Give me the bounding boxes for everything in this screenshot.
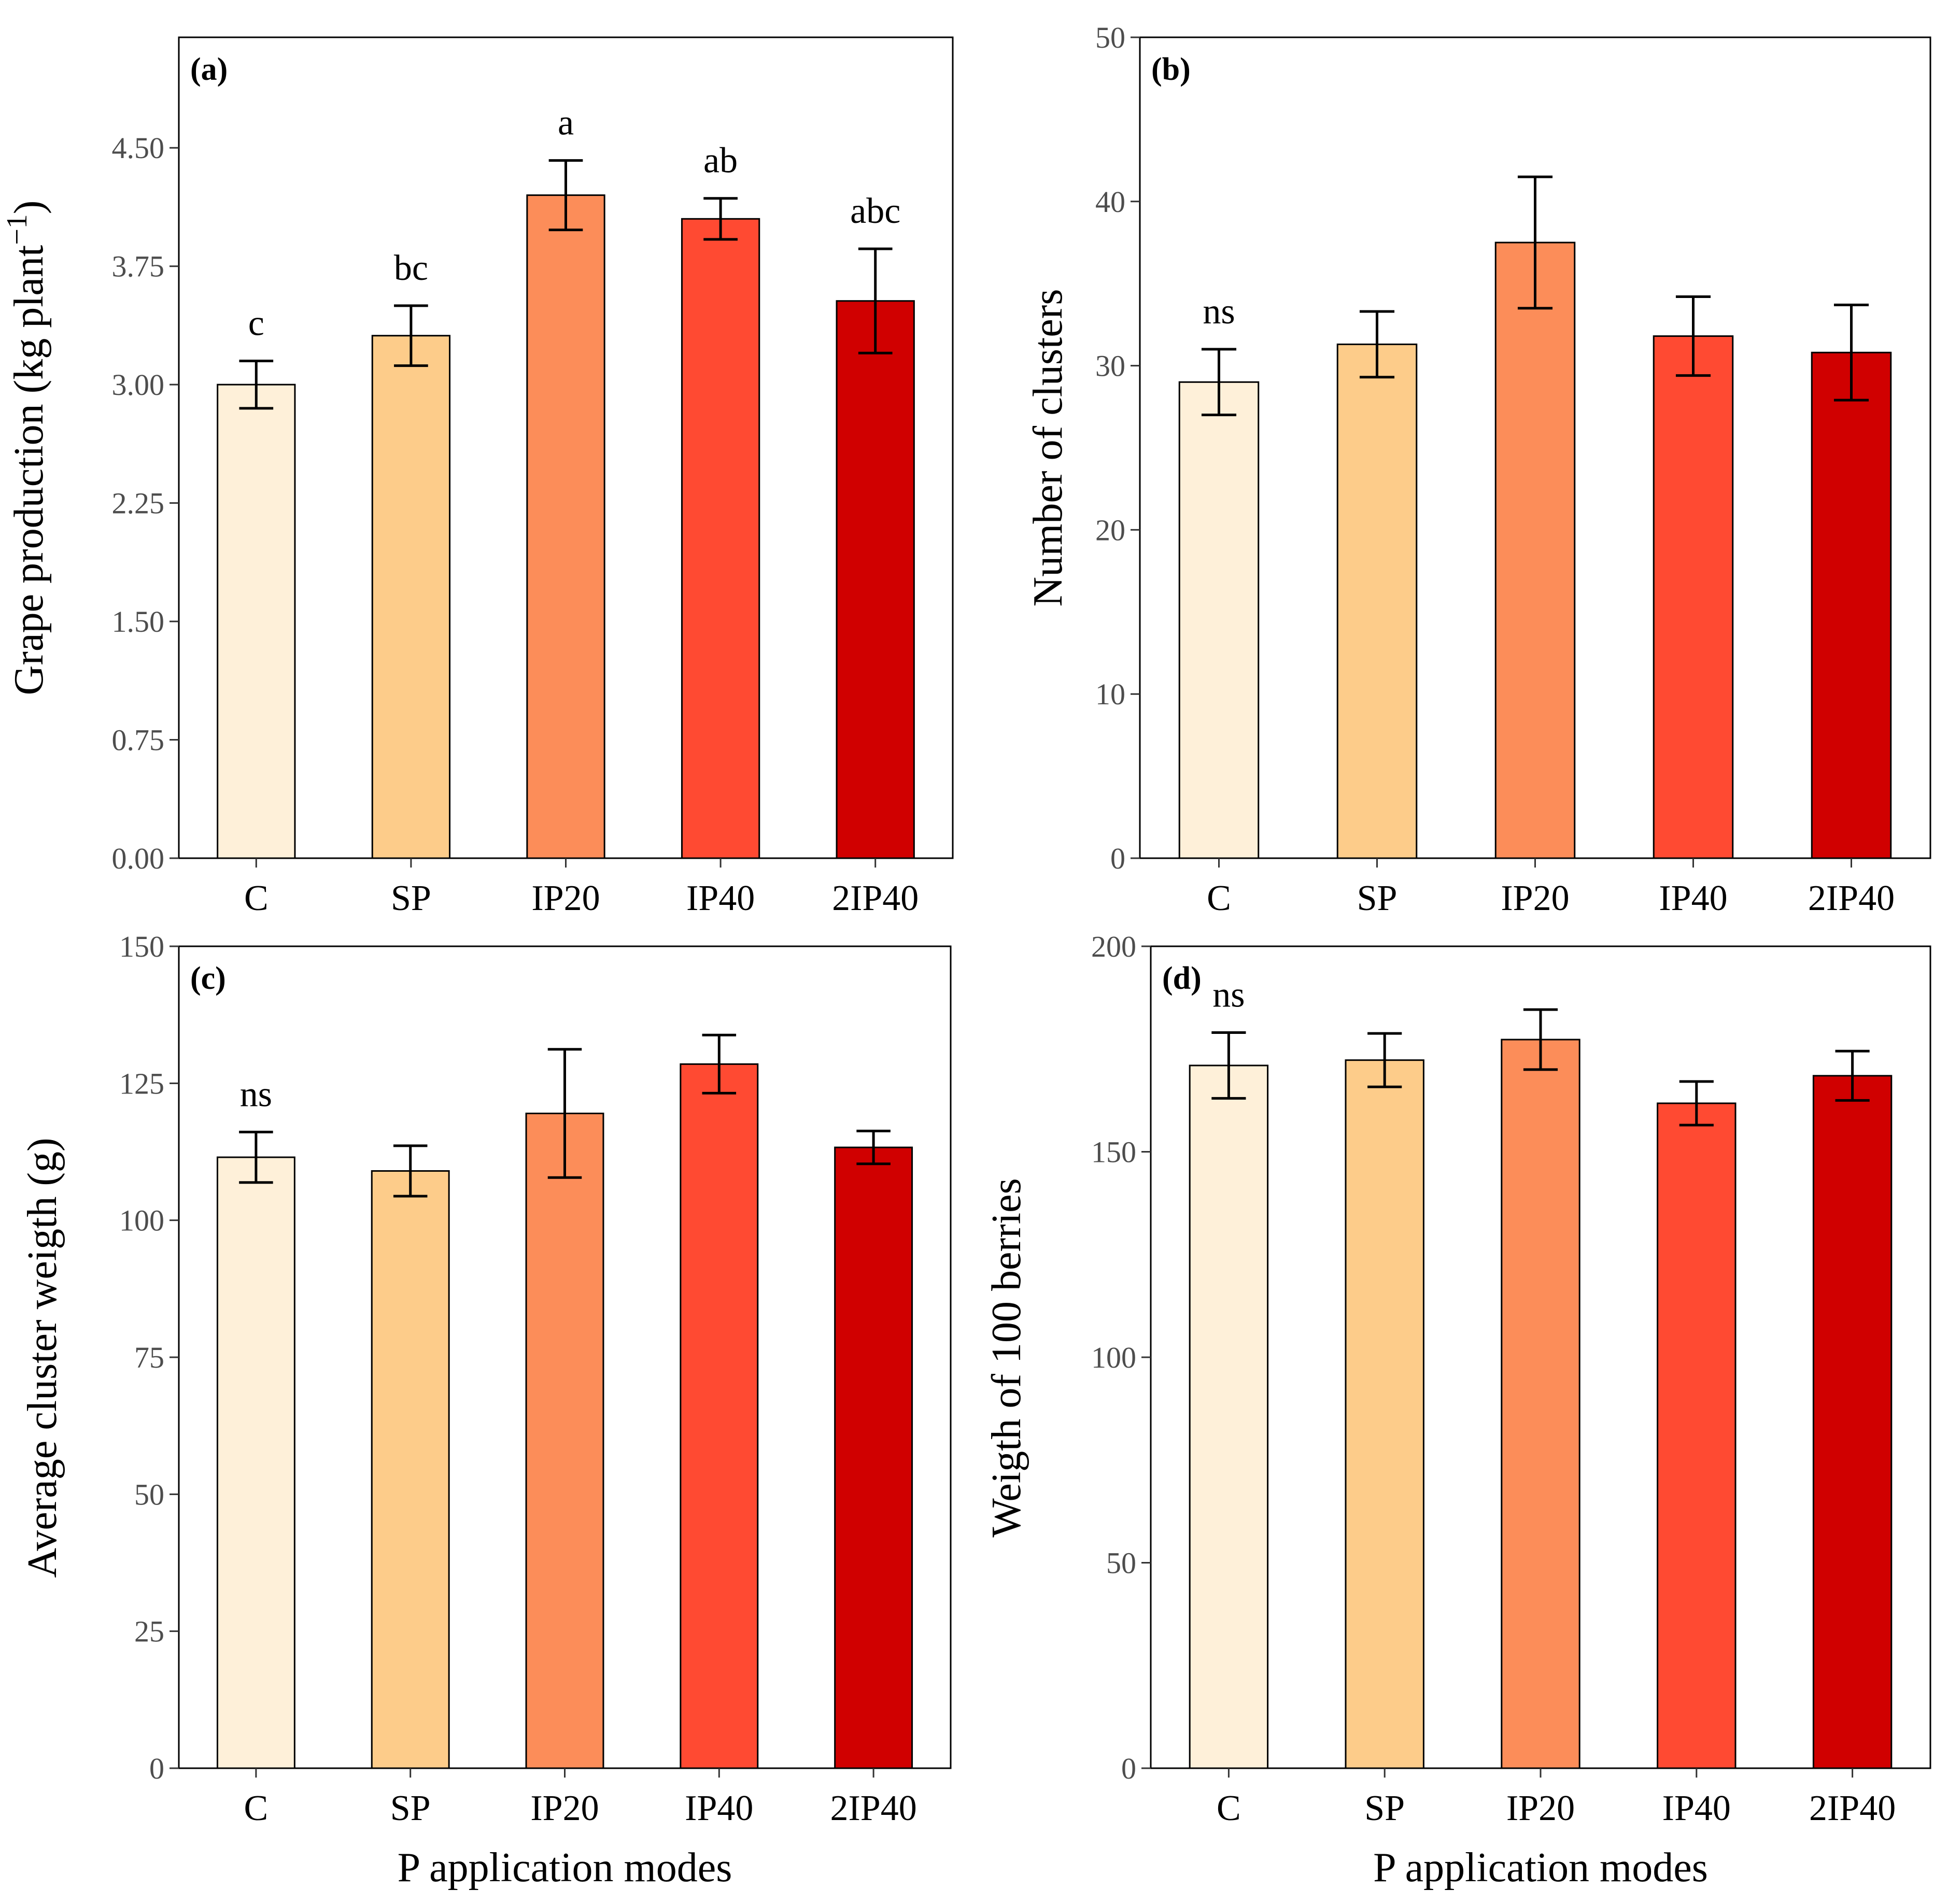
x-tick-label-SP: SP — [390, 1788, 431, 1828]
panel-tag: (d) — [1162, 961, 1202, 996]
y-tick-label: 100 — [119, 1204, 164, 1238]
y-tick-label: 150 — [1091, 1135, 1136, 1169]
bar-SP — [1336, 343, 1418, 859]
y-axis-title: Weigth of 100 berries — [984, 1178, 1029, 1537]
y-tick-label: 40 — [1095, 185, 1125, 219]
x-tick-label-IP40: IP40 — [686, 878, 755, 918]
significance-label-C: ns — [240, 1074, 272, 1114]
y-tick-label: 50 — [1106, 1546, 1136, 1580]
y-tick-label: 150 — [119, 930, 164, 963]
significance-label-2IP40: abc — [850, 191, 900, 231]
bar-C — [1178, 381, 1260, 859]
panel-tag: (b) — [1151, 52, 1191, 87]
y-tick-label: 0 — [149, 1752, 164, 1785]
chart-panel-1: 0.00 0.75 1.50 2.25 3.00 3.75 4.50 c Cbc SP a IP20 a… — [1, 36, 954, 918]
x-tick-label-SP: SP — [1357, 878, 1398, 918]
bar-SP — [1345, 1059, 1424, 1769]
bar-C — [216, 1156, 295, 1769]
chart-panel-4: 0 50 100 150 200 ns C SP IP20 IP40 2IP40 (d) Weigth … — [984, 930, 1931, 1891]
x-tick-label-2IP40: 2IP40 — [832, 878, 919, 918]
bar-IP20 — [1501, 1039, 1580, 1769]
bar-2IP40 — [1811, 351, 1892, 859]
chart-panel-3: 0 25 50 75 100 125 150 ns C SP IP20 IP40 2IP40 (c) Ave… — [20, 930, 952, 1891]
y-axis-title: Number of clusters — [1025, 289, 1071, 606]
y-axis-title-superscript: −1 — [1, 214, 33, 245]
y-tick-label: 0.75 — [112, 723, 165, 757]
y-tick-label: 200 — [1091, 930, 1136, 963]
bar-IP40 — [681, 218, 760, 859]
bar-IP20 — [1494, 241, 1576, 859]
bar-2IP40 — [1812, 1075, 1893, 1769]
y-tick-label: 50 — [1095, 21, 1125, 54]
y-tick-label: 30 — [1095, 349, 1125, 383]
x-tick-label-IP40: IP40 — [1659, 878, 1727, 918]
bar-IP20 — [525, 1112, 604, 1769]
x-tick-label-C: C — [1217, 1788, 1241, 1828]
y-tick-label: 3.75 — [112, 250, 165, 283]
y-tick-label: 0 — [1121, 1752, 1136, 1785]
y-tick-label: 75 — [134, 1341, 164, 1374]
x-tick-label-2IP40: 2IP40 — [1808, 878, 1895, 918]
x-tick-label-2IP40: 2IP40 — [830, 1788, 916, 1828]
x-tick-label-SP: SP — [1364, 1788, 1405, 1828]
bar-IP40 — [1653, 335, 1734, 859]
bar-SP — [371, 335, 451, 859]
panel-tag: (c) — [190, 961, 226, 996]
significance-label-C: c — [248, 303, 264, 343]
bar-SP — [371, 1170, 450, 1769]
y-tick-label: 25 — [134, 1615, 164, 1649]
y-tick-label: 4.50 — [112, 131, 165, 165]
y-axis-title: Average cluster weigth (g) — [20, 1138, 65, 1578]
y-tick-label: 2.25 — [112, 487, 165, 520]
panel-tag: (a) — [190, 52, 228, 87]
bar-C — [1189, 1064, 1269, 1769]
y-tick-label: 3.00 — [112, 368, 165, 402]
significance-label-C: ns — [1203, 292, 1235, 332]
significance-label-IP40: ab — [703, 141, 738, 181]
chart-panel-2: 0 10 20 30 40 50 ns C SP IP20 IP40 2IP40 (b) Number o… — [1025, 21, 1931, 918]
y-tick-label: 1.50 — [112, 605, 165, 638]
x-tick-label-C: C — [1207, 878, 1231, 918]
significance-label-C: ns — [1212, 975, 1245, 1015]
y-tick-label: 50 — [134, 1477, 164, 1511]
x-axis-title: P application modes — [398, 1845, 732, 1891]
y-tick-label: 0.00 — [112, 842, 165, 875]
x-tick-label-IP40: IP40 — [1662, 1788, 1731, 1828]
x-tick-label-SP: SP — [391, 878, 431, 918]
x-tick-label-2IP40: 2IP40 — [1809, 1788, 1896, 1828]
bar-IP20 — [526, 194, 605, 859]
x-tick-label-IP20: IP20 — [531, 878, 600, 918]
bar-2IP40 — [836, 300, 915, 859]
y-tick-label: 0 — [1110, 842, 1125, 875]
bar-C — [217, 383, 296, 859]
y-tick-label: 125 — [119, 1067, 164, 1100]
y-tick-label: 20 — [1095, 513, 1125, 547]
x-tick-label-C: C — [244, 878, 269, 918]
bar-IP40 — [680, 1063, 759, 1769]
bar-IP40 — [1657, 1102, 1737, 1769]
bar-2IP40 — [834, 1146, 913, 1769]
x-tick-label-C: C — [244, 1788, 269, 1828]
y-tick-label: 100 — [1091, 1341, 1136, 1374]
x-tick-label-IP20: IP20 — [530, 1788, 599, 1828]
x-axis-title: P application modes — [1373, 1845, 1708, 1891]
y-axis-title: Grape production (kg plant−1) — [1, 201, 52, 695]
y-tick-label: 10 — [1095, 677, 1125, 711]
x-tick-label-IP40: IP40 — [685, 1788, 753, 1828]
x-tick-label-IP20: IP20 — [1506, 1788, 1575, 1828]
x-tick-label-IP20: IP20 — [1501, 878, 1569, 918]
significance-label-SP: bc — [394, 248, 428, 288]
significance-label-IP20: a — [558, 103, 574, 143]
